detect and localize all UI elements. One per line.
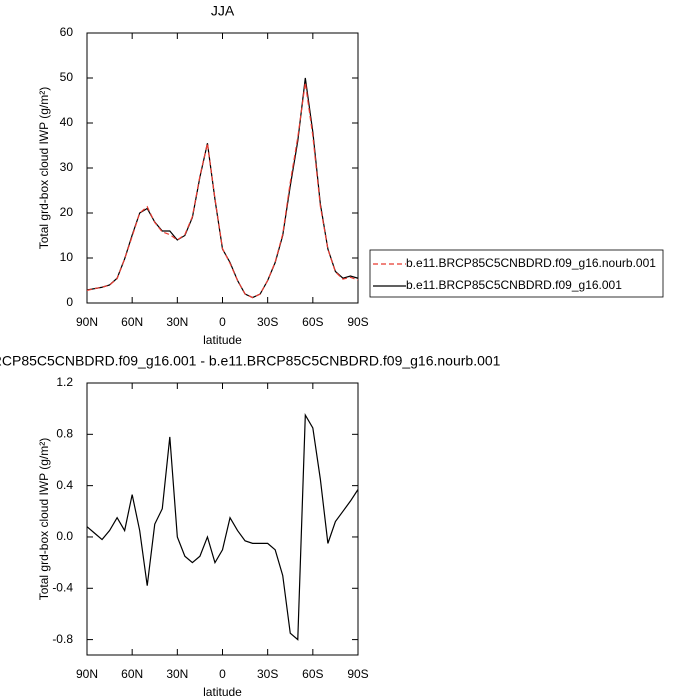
x-tick-label: 60S xyxy=(302,667,323,681)
y-axis-label: Total grd-box cloud IWP (g/m²) xyxy=(37,438,51,601)
data-line xyxy=(86,82,359,299)
x-tick-label: 0 xyxy=(219,667,226,681)
x-tick-label: 30S xyxy=(257,315,278,329)
y-tick-label: 0 xyxy=(66,295,73,309)
x-tick-label: 90N xyxy=(76,667,98,681)
data-line xyxy=(86,77,359,299)
y-tick-label: 40 xyxy=(60,115,74,129)
y-tick-label: 0.4 xyxy=(56,478,73,492)
y-tick-label: 0.8 xyxy=(56,426,73,440)
x-tick-label: 60S xyxy=(302,315,323,329)
legend-box xyxy=(369,249,664,298)
plot-frame xyxy=(86,32,359,304)
chart-title: b.e11.BRCP85C5CNBDRD.f09_g16.001 - b.e11… xyxy=(0,353,501,369)
y-tick-label: 50 xyxy=(60,70,74,84)
x-tick-label: 0 xyxy=(219,315,226,329)
x-axis-label: latitude xyxy=(203,333,242,347)
x-tick-label: 30S xyxy=(257,667,278,681)
y-tick-label: -0.8 xyxy=(52,632,73,646)
y-axis-label: Total grd-box cloud IWP (g/m²) xyxy=(37,87,51,250)
chart-title: JJA xyxy=(211,3,235,19)
y-tick-label: 10 xyxy=(60,250,74,264)
x-tick-label: 30N xyxy=(166,667,188,681)
legend-label: b.e11.BRCP85C5CNBDRD.f09_g16.nourb.001 xyxy=(406,256,656,270)
x-tick-label: 90S xyxy=(347,315,368,329)
x-tick-label: 90N xyxy=(76,315,98,329)
x-tick-label: 30N xyxy=(166,315,188,329)
x-tick-label: 60N xyxy=(121,667,143,681)
x-axis-label: latitude xyxy=(203,685,242,699)
x-tick-label: 60N xyxy=(121,315,143,329)
y-tick-label: 1.2 xyxy=(56,375,73,389)
x-tick-label: 90S xyxy=(347,667,368,681)
y-tick-label: 30 xyxy=(60,160,74,174)
y-tick-label: 0.0 xyxy=(56,529,73,543)
data-line xyxy=(86,412,359,641)
y-tick-label: -0.4 xyxy=(52,580,73,594)
y-tick-label: 60 xyxy=(60,25,74,39)
legend-label: b.e11.BRCP85C5CNBDRD.f09_g16.001 xyxy=(406,278,622,292)
y-tick-label: 20 xyxy=(60,205,74,219)
